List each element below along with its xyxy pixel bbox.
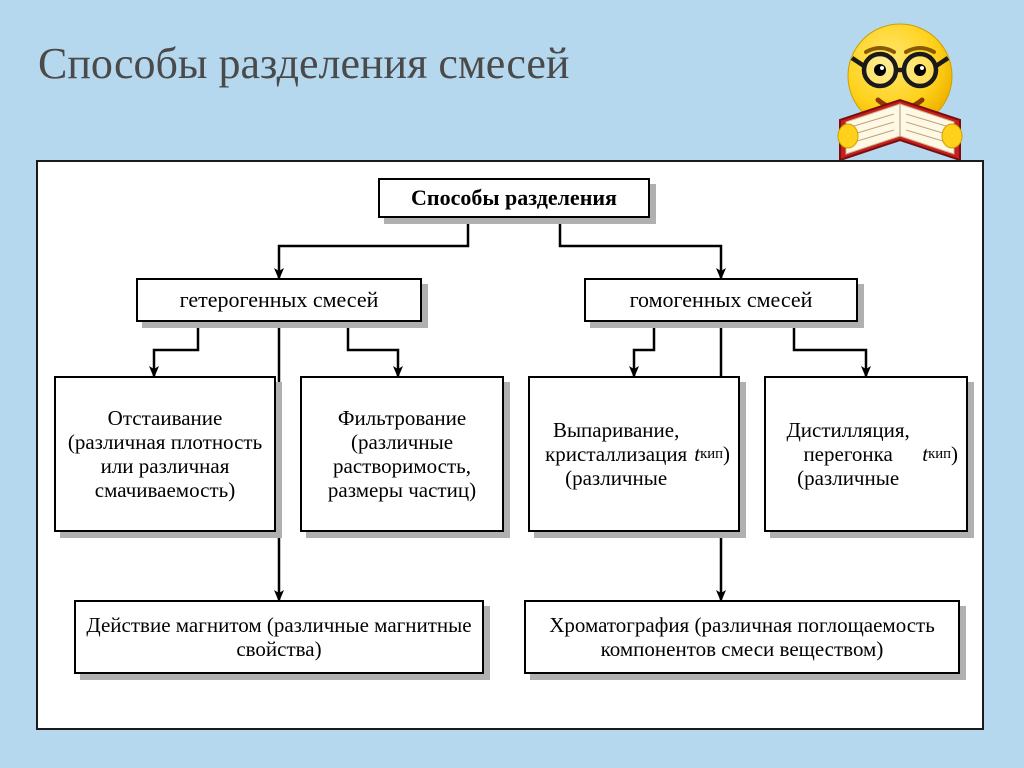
node-root: Способы разделения [378,178,650,218]
page-title: Способы разделения смесей [38,38,569,89]
slide: Способы разделения смесей [0,0,1024,768]
edge-homo-dist [794,322,866,376]
node-homo: гомогенных смесей [584,278,858,322]
diagram-frame: Способы разделения гетерогенных смесей гом… [36,160,984,730]
edge-root-hetero [279,218,468,278]
smiley-reading-icon [800,10,1000,170]
node-dist: Дистилляция, перегонка (различные tкип) [764,376,968,532]
node-filt: Фильтрование (различные растворимость, р… [300,376,504,532]
node-chrom: Хроматография (различная погло­щаемость … [524,600,960,674]
node-evap: Выпаривание, кристаллизация (различные t… [528,376,740,532]
edge-root-homo [560,218,721,278]
edge-homo-evap [634,322,654,376]
diagram: Способы разделения гетерогенных смесей гом… [38,162,982,728]
node-sett: Отстаивание (различная плотность или раз… [54,376,276,532]
node-hetero: гетерогенных смесей [136,278,422,322]
node-mag: Действие магнитом (различные магнитные с… [74,600,484,674]
edge-hetero-filt [348,322,398,376]
edge-hetero-sett [154,322,198,376]
